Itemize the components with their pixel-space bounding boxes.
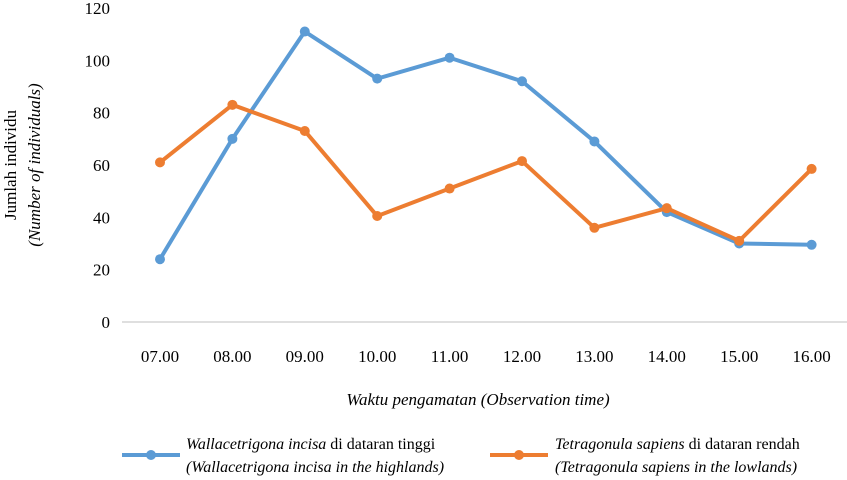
x-tick-label: 10.00	[358, 347, 396, 366]
data-point	[227, 133, 238, 144]
data-point	[734, 235, 745, 246]
y-tick-label: 0	[102, 313, 111, 332]
series-0	[155, 26, 817, 265]
legend: Wallacetrigona incisa di dataran tinggi (…	[122, 436, 800, 476]
x-tick-label: 08.00	[213, 347, 251, 366]
data-point	[589, 136, 600, 147]
series-line	[158, 102, 814, 243]
legend-marker	[514, 450, 524, 460]
data-point	[299, 26, 310, 37]
x-axis-ticks: 07.00 08.00 09.00 10.00 11.00 12.00 13.00 14.00…	[141, 347, 831, 366]
series-1	[155, 99, 817, 246]
x-tick-label: 12.00	[503, 347, 541, 366]
x-tick-label: 16.00	[792, 347, 830, 366]
legend-label-en: (Wallacetrigona incisa in the highlands)	[186, 459, 444, 476]
legend-item-0: Wallacetrigona incisa di dataran tinggi (…	[122, 436, 444, 476]
y-tick-label: 20	[93, 261, 110, 280]
legend-label: Wallacetrigona incisa di dataran tinggi	[186, 436, 436, 453]
y-tick-label: 120	[85, 0, 111, 18]
data-point	[444, 183, 455, 194]
data-point	[517, 156, 527, 167]
y-axis-title-en: (Number of individuals)	[25, 83, 44, 247]
y-axis-ticks: 0 20 40 60 80 100 120	[85, 0, 111, 332]
data-point	[372, 73, 383, 84]
y-axis-label: Jumlah individu (Number of individuals)	[1, 83, 44, 247]
y-axis-title: Jumlah individu	[1, 109, 20, 220]
data-point	[227, 99, 238, 110]
data-point	[155, 157, 165, 168]
data-point	[517, 76, 527, 87]
x-axis-title: Waktu pengamatan (Observation time)	[346, 390, 610, 409]
data-point	[155, 254, 165, 265]
legend-marker	[146, 450, 156, 460]
y-tick-label: 100	[85, 51, 111, 70]
legend-label: Tetragonula sapiens di dataran rendah	[555, 436, 800, 453]
data-point	[806, 163, 817, 174]
data-point	[589, 222, 600, 233]
y-tick-label: 80	[93, 104, 110, 123]
x-tick-label: 07.00	[141, 347, 179, 366]
x-tick-label: 09.00	[286, 347, 324, 366]
data-point	[299, 125, 310, 136]
x-tick-label: 14.00	[648, 347, 686, 366]
data-point	[444, 52, 455, 63]
data-point	[806, 239, 817, 250]
data-point	[661, 203, 672, 214]
series-line	[158, 29, 812, 261]
data-point	[372, 211, 383, 222]
x-tick-label: 13.00	[575, 347, 613, 366]
legend-item-1: Tetragonula sapiens di dataran rendah (Te…	[490, 436, 800, 476]
x-tick-label: 15.00	[720, 347, 758, 366]
y-tick-label: 60	[93, 156, 110, 175]
y-tick-label: 40	[93, 208, 110, 227]
x-tick-label: 11.00	[431, 347, 469, 366]
series-group	[155, 26, 817, 265]
legend-label-en: (Tetragonula sapiens in the lowlands)	[555, 459, 797, 476]
